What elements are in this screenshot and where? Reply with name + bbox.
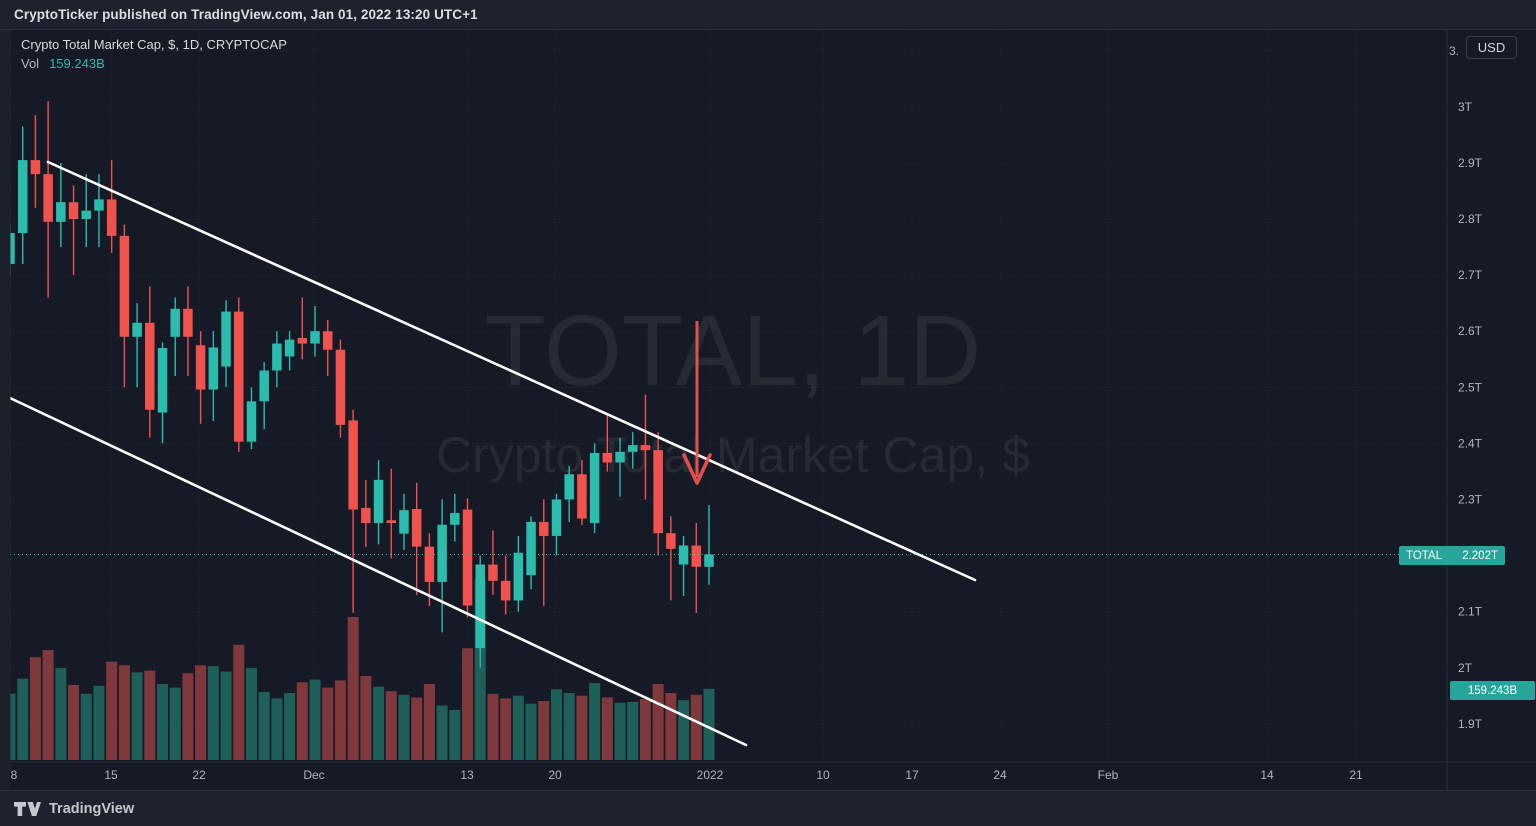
- last-price-value: 2.202T: [1462, 549, 1498, 562]
- svg-text:24: 24: [993, 768, 1007, 782]
- tradingview-brand-link[interactable]: TradingView: [49, 800, 135, 817]
- price-scale[interactable]: 3. 3T 2.9T 2.8T 2.7T 2.6T 2.5T 2.4T 2.3T 2.1T 2T 1.…: [1449, 44, 1483, 731]
- candlesticks: [5, 101, 714, 668]
- svg-text:10: 10: [816, 768, 830, 782]
- pane-borders: [9, 30, 1536, 790]
- currency-toggle-button[interactable]: USD: [1466, 36, 1517, 59]
- symbol-title[interactable]: Crypto Total Market Cap, $, 1D, CRYPTOCA…: [21, 37, 287, 52]
- svg-text:Dec: Dec: [303, 768, 324, 782]
- trendline-drawings[interactable]: [8, 160, 977, 747]
- svg-text:Feb: Feb: [1098, 768, 1119, 782]
- time-scale[interactable]: 8 15 22 Dec 13 20 2022 10 17 24 Feb 14 21: [11, 768, 1363, 782]
- chart-plot-area[interactable]: [10, 30, 1447, 762]
- svg-text:2.3T: 2.3T: [1458, 492, 1483, 506]
- svg-text:2.6T: 2.6T: [1458, 324, 1483, 338]
- svg-text:15: 15: [104, 768, 118, 782]
- downside-arrow-drawing[interactable]: [682, 321, 712, 485]
- svg-text:17: 17: [905, 768, 919, 782]
- svg-text:2.4T: 2.4T: [1458, 436, 1483, 450]
- publish-header: CryptoTicker published on TradingView.co…: [0, 0, 1536, 30]
- grid-lines: [10, 30, 1447, 762]
- svg-text:2.1T: 2.1T: [1458, 605, 1483, 619]
- footer-bar: TradingView: [0, 790, 1536, 826]
- watermark-line1: TOTAL, 1D: [485, 295, 981, 407]
- svg-text:13: 13: [460, 768, 474, 782]
- svg-text:20: 20: [548, 768, 562, 782]
- volume-label: Vol: [21, 56, 40, 71]
- svg-text:2.7T: 2.7T: [1458, 268, 1483, 282]
- svg-text:3T: 3T: [1458, 100, 1473, 114]
- svg-text:2.9T: 2.9T: [1458, 156, 1483, 170]
- descending-channel-upper: [46, 160, 977, 582]
- watermark-line2: Crypto Total Market Cap, $: [436, 427, 1030, 483]
- svg-text:1.9T: 1.9T: [1458, 717, 1483, 731]
- svg-text:21: 21: [1349, 768, 1363, 782]
- last-price-badge: TOTAL 2.202T: [1399, 546, 1505, 565]
- chart-legend: Crypto Total Market Cap, $, 1D, CRYPTOCA…: [21, 37, 287, 71]
- symbol-watermark: TOTAL, 1D Crypto Total Market Cap, $: [436, 295, 1030, 483]
- svg-text:2.8T: 2.8T: [1458, 212, 1483, 226]
- volume-value: 159.243B: [49, 56, 105, 71]
- descending-channel-lower: [8, 396, 748, 747]
- svg-text:2022: 2022: [697, 768, 724, 782]
- svg-text:3.: 3.: [1449, 44, 1459, 58]
- svg-text:22: 22: [192, 768, 206, 782]
- volume-legend-row: Vol 159.243B: [21, 56, 287, 71]
- chart-left-margin: [0, 30, 10, 790]
- svg-text:2.5T: 2.5T: [1458, 380, 1483, 394]
- tradingview-logo-icon[interactable]: [14, 801, 41, 817]
- publish-attribution: CryptoTicker published on TradingView.co…: [14, 7, 478, 22]
- chart-canvas[interactable]: TOTAL, 1D Crypto Total Market Cap, $ 3. 3T 2…: [0, 30, 1536, 790]
- svg-text:8: 8: [11, 768, 18, 782]
- last-volume-badge: 159.243B: [1450, 681, 1535, 700]
- svg-text:14: 14: [1260, 768, 1274, 782]
- svg-text:2T: 2T: [1458, 661, 1473, 675]
- last-price-symbol: TOTAL: [1406, 549, 1442, 562]
